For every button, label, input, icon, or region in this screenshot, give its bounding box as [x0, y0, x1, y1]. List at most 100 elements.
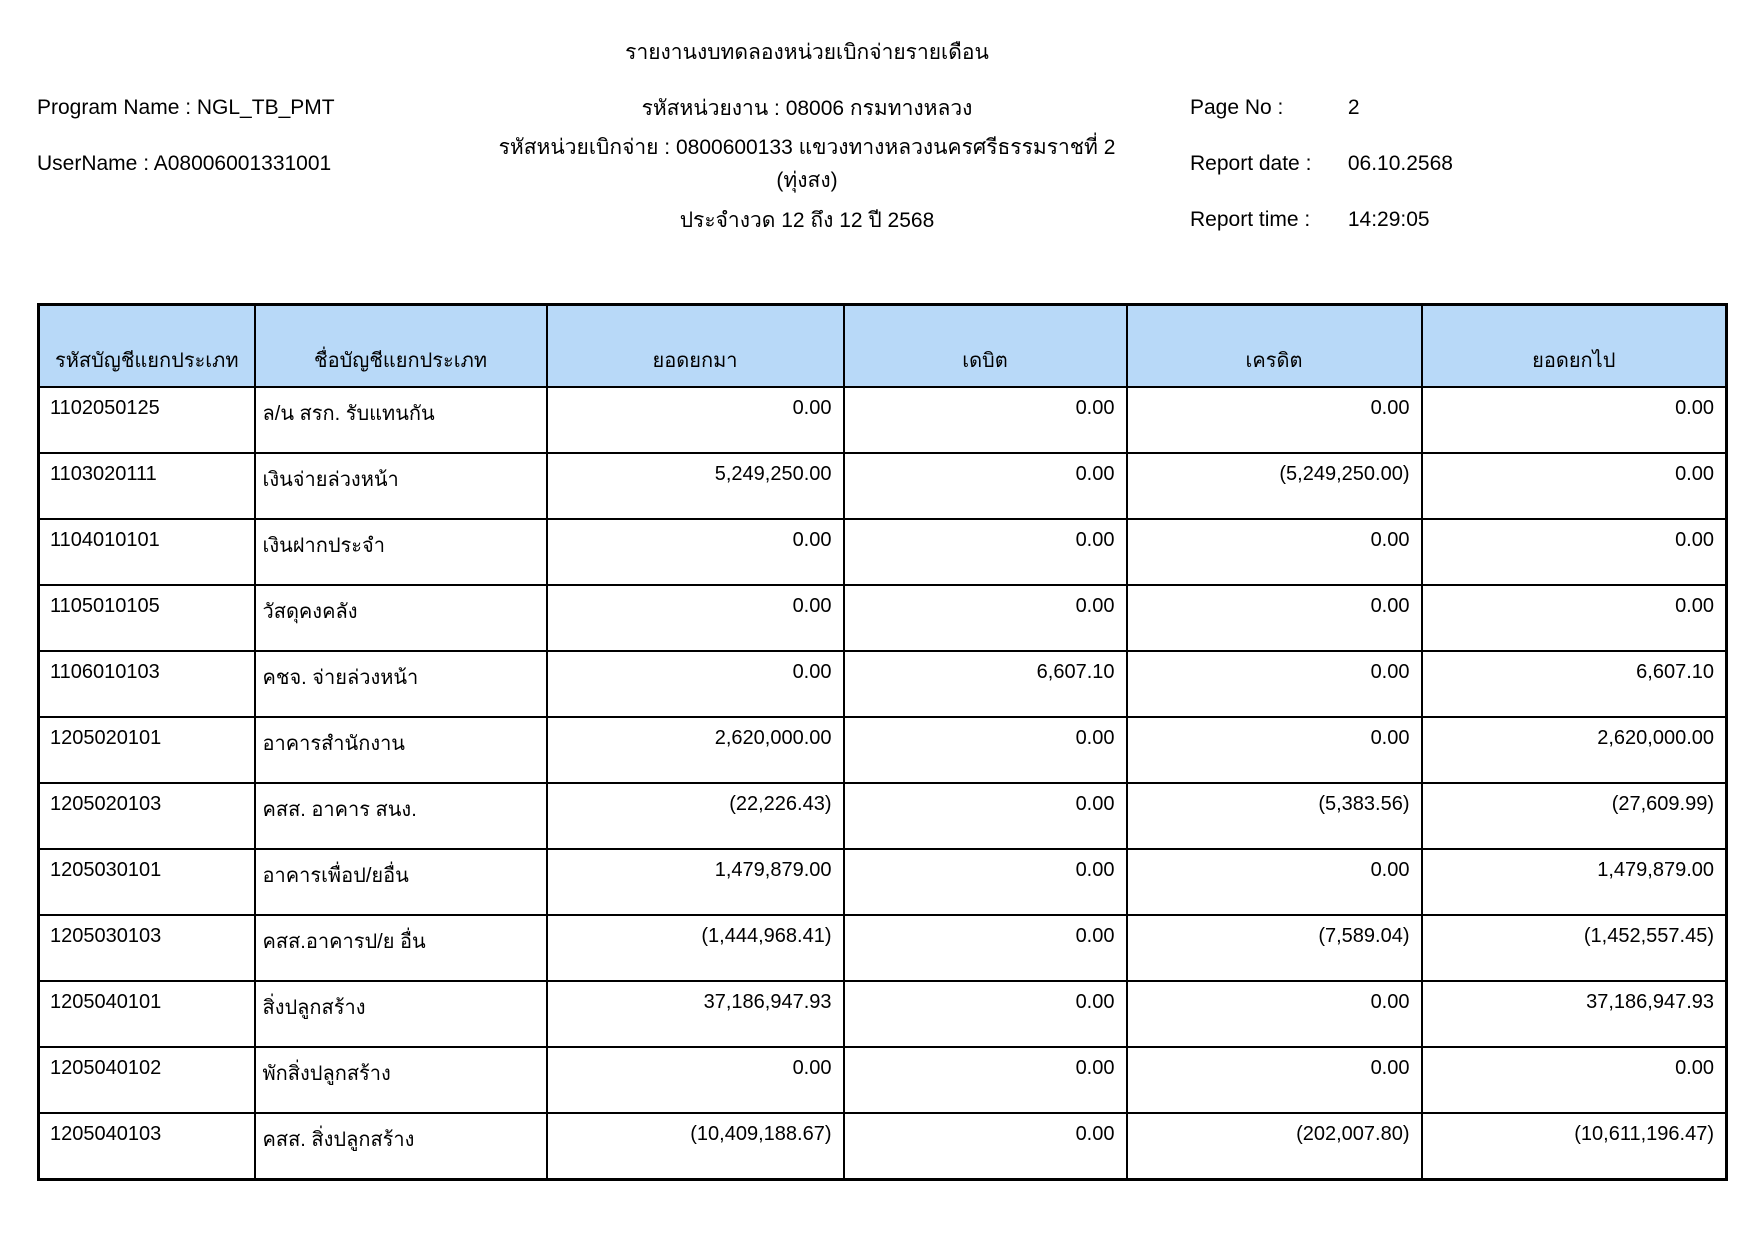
closing-balance-cell: 6,607.10 — [1420, 650, 1728, 718]
account-code-cell: 1205020101 — [37, 716, 256, 784]
report-time-label: Report time : — [1190, 208, 1311, 231]
closing-balance-cell: 0.00 — [1420, 584, 1728, 652]
opening-balance-cell: 0.00 — [545, 650, 845, 718]
debit-cell: 0.00 — [842, 782, 1128, 850]
credit-cell: 0.00 — [1125, 518, 1423, 586]
opening-balance-cell: 0.00 — [545, 584, 845, 652]
opening-balance-cell: 0.00 — [545, 518, 845, 586]
table-header-row: รหัสบัญชีแยกประเภท ชื่อบัญชีแยกประเภท ยอ… — [37, 303, 1728, 388]
opening-balance-cell: 2,620,000.00 — [545, 716, 845, 784]
col-header-closing-balance: ยอดยกไป — [1420, 303, 1728, 388]
opening-balance-cell: 1,479,879.00 — [545, 848, 845, 916]
report-date-line: Report date : 06.10.2568 — [1137, 152, 1725, 176]
credit-cell: 0.00 — [1125, 980, 1423, 1048]
debit-cell: 0.00 — [842, 1112, 1128, 1181]
account-code-cell: 1104010101 — [37, 518, 256, 586]
account-code-cell: 1106010103 — [37, 650, 256, 718]
debit-cell: 0.00 — [842, 1046, 1128, 1114]
opening-balance-cell: 0.00 — [545, 1046, 845, 1114]
agency-line: รหัสหน่วยงาน : 08006 กรมทางหลวง — [641, 96, 973, 120]
account-code-cell: 1105010105 — [37, 584, 256, 652]
closing-balance-cell: 1,479,879.00 — [1420, 848, 1728, 916]
account-code-cell: 1205040101 — [37, 980, 256, 1048]
table-row: 1102050125 ล/น สรก. รับแทนกัน 0.00 0.00 … — [37, 386, 1728, 454]
closing-balance-cell: (1,452,557.45) — [1420, 914, 1728, 982]
table-row: 1104010101 เงินฝากประจำ 0.00 0.00 0.00 0… — [37, 518, 1728, 586]
closing-balance-cell: 0.00 — [1420, 386, 1728, 454]
account-name-cell: อาคารสำนักงาน — [253, 716, 548, 784]
debit-cell: 0.00 — [842, 980, 1128, 1048]
credit-cell: (202,007.80) — [1125, 1112, 1423, 1181]
closing-balance-cell: 0.00 — [1420, 452, 1728, 520]
credit-cell: (7,589.04) — [1125, 914, 1423, 982]
account-code-cell: 1205020103 — [37, 782, 256, 850]
report-date-label: Report date : — [1190, 152, 1312, 175]
debit-cell: 0.00 — [842, 848, 1128, 916]
closing-balance-cell: 0.00 — [1420, 518, 1728, 586]
credit-cell: 0.00 — [1125, 848, 1423, 916]
opening-balance-cell: (22,226.43) — [545, 782, 845, 850]
opening-balance-cell: 0.00 — [545, 386, 845, 454]
account-name-cell: พักสิ่งปลูกสร้าง — [253, 1046, 548, 1114]
credit-cell: 0.00 — [1125, 386, 1423, 454]
closing-balance-cell: (27,609.99) — [1420, 782, 1728, 850]
program-name-line: Program Name : NGL_TB_PMT — [37, 96, 335, 119]
debit-cell: 0.00 — [842, 452, 1128, 520]
opening-balance-cell: (10,409,188.67) — [545, 1112, 845, 1181]
report-date-value: 06.10.2568 — [1347, 152, 1453, 175]
account-name-cell: คสส. สิ่งปลูกสร้าง — [253, 1112, 548, 1181]
table-row: 1205020101 อาคารสำนักงาน 2,620,000.00 0.… — [37, 716, 1728, 784]
table-row: 1205030103 คสส.อาคารป/ย อื่น (1,444,968.… — [37, 914, 1728, 982]
account-code-cell: 1205030103 — [37, 914, 256, 982]
account-code-cell: 1205030101 — [37, 848, 256, 916]
trial-balance-table: รหัสบัญชีแยกประเภท ชื่อบัญชีแยกประเภท ยอ… — [37, 303, 1728, 1181]
account-name-cell: วัสดุคงคลัง — [253, 584, 548, 652]
account-name-cell: คสส.อาคารป/ย อื่น — [253, 914, 548, 982]
account-name-cell: ล/น สรก. รับแทนกัน — [253, 386, 548, 454]
report-title: รายงานงบทดลองหน่วยเบิกจ่ายรายเดือน — [625, 40, 989, 64]
table-row: 1205030101 อาคารเพื่อป/ยอื่น 1,479,879.0… — [37, 848, 1728, 916]
report-header: รายงานงบทดลองหน่วยเบิกจ่ายรายเดือน Progr… — [37, 24, 1725, 248]
credit-cell: (5,383.56) — [1125, 782, 1423, 850]
col-header-account-code: รหัสบัญชีแยกประเภท — [37, 303, 256, 388]
account-code-cell: 1102050125 — [37, 386, 256, 454]
account-name-cell: สิ่งปลูกสร้าง — [253, 980, 548, 1048]
table-row: 1205040101 สิ่งปลูกสร้าง 37,186,947.93 0… — [37, 980, 1728, 1048]
opening-balance-cell: 5,249,250.00 — [545, 452, 845, 520]
period-line: ประจำงวด 12 ถึง 12 ปี 2568 — [679, 208, 935, 232]
credit-cell: 0.00 — [1125, 716, 1423, 784]
account-name-cell: เงินจ่ายล่วงหน้า — [253, 452, 548, 520]
closing-balance-cell: 0.00 — [1420, 1046, 1728, 1114]
report-time-value: 14:29:05 — [1347, 208, 1430, 231]
credit-cell: 0.00 — [1125, 584, 1423, 652]
opening-balance-cell: (1,444,968.41) — [545, 914, 845, 982]
account-name-cell: อาคารเพื่อป/ยอื่น — [253, 848, 548, 916]
table-row: 1205040102 พักสิ่งปลูกสร้าง 0.00 0.00 0.… — [37, 1046, 1728, 1114]
table-row: 1103020111 เงินจ่ายล่วงหน้า 5,249,250.00… — [37, 452, 1728, 520]
opening-balance-cell: 37,186,947.93 — [545, 980, 845, 1048]
table-body: 1102050125 ล/น สรก. รับแทนกัน 0.00 0.00 … — [37, 386, 1728, 1181]
page-no-value: 2 — [1347, 96, 1360, 119]
debit-cell: 0.00 — [842, 716, 1128, 784]
report-page: รายงานงบทดลองหน่วยเบิกจ่ายรายเดือน Progr… — [37, 24, 1728, 1181]
account-name-cell: คสส. อาคาร สนง. — [253, 782, 548, 850]
col-header-credit: เครดิต — [1125, 303, 1423, 388]
debit-cell: 6,607.10 — [842, 650, 1128, 718]
table-row: 1106010103 คชจ. จ่ายล่วงหน้า 0.00 6,607.… — [37, 650, 1728, 718]
debit-cell: 0.00 — [842, 914, 1128, 982]
account-name-cell: เงินฝากประจำ — [253, 518, 548, 586]
col-header-opening-balance: ยอดยกมา — [545, 303, 845, 388]
closing-balance-cell: 37,186,947.93 — [1420, 980, 1728, 1048]
table-row: 1205020103 คสส. อาคาร สนง. (22,226.43) 0… — [37, 782, 1728, 850]
page-no-line: Page No : 2 — [1137, 96, 1725, 120]
debit-cell: 0.00 — [842, 518, 1128, 586]
debit-cell: 0.00 — [842, 584, 1128, 652]
page-no-label: Page No : — [1190, 96, 1284, 119]
account-code-cell: 1103020111 — [37, 452, 256, 520]
username-line: UserName : A08006001331001 — [37, 152, 332, 175]
credit-cell: 0.00 — [1125, 650, 1423, 718]
closing-balance-cell: (10,611,196.47) — [1420, 1112, 1728, 1181]
col-header-account-name: ชื่อบัญชีแยกประเภท — [253, 303, 548, 388]
table-row: 1205040103 คสส. สิ่งปลูกสร้าง (10,409,18… — [37, 1112, 1728, 1181]
account-code-cell: 1205040103 — [37, 1112, 256, 1181]
